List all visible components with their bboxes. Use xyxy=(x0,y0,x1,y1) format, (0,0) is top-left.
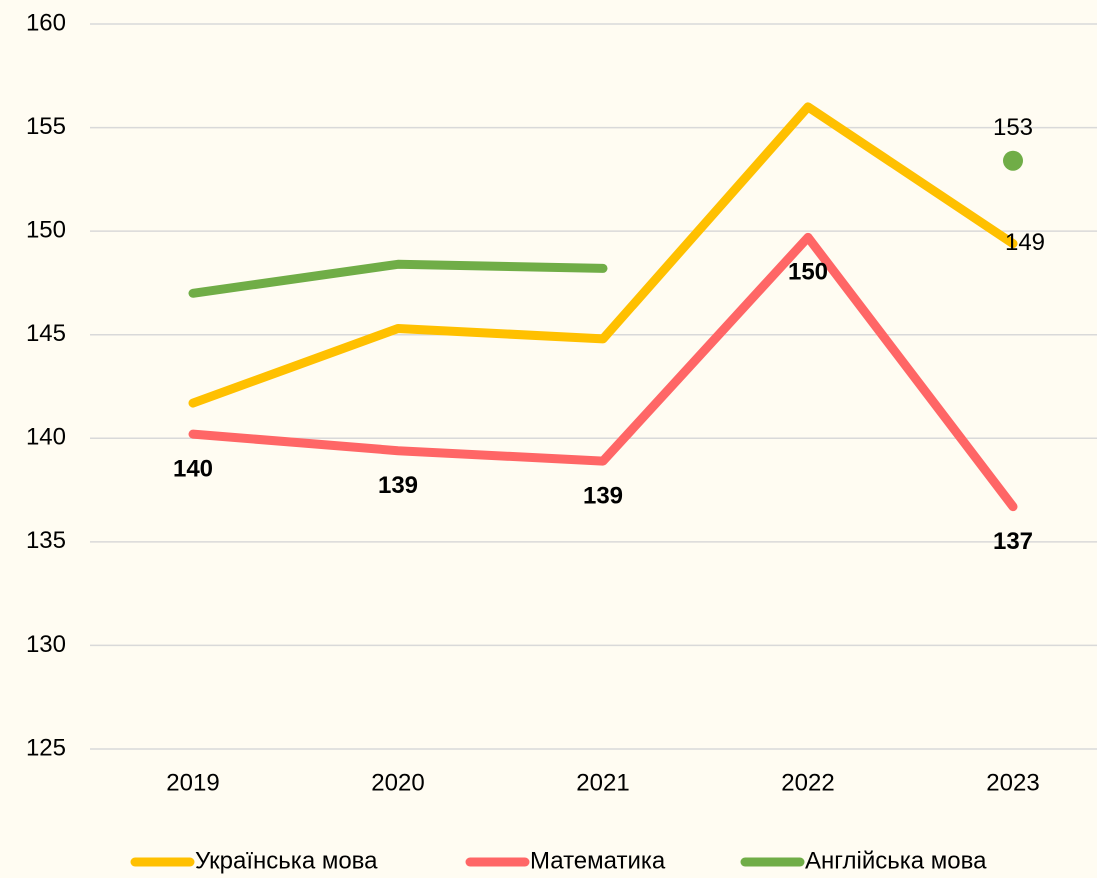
data-label: 153 xyxy=(993,114,1033,141)
y-tick-label: 155 xyxy=(26,113,66,140)
series-line xyxy=(188,232,1018,512)
y-tick-label: 135 xyxy=(26,527,66,554)
legend-label: Математика xyxy=(530,847,666,874)
data-label: 149 xyxy=(1005,229,1045,256)
x-tick-label: 2021 xyxy=(576,769,629,796)
series-line xyxy=(188,259,608,298)
data-label: 139 xyxy=(378,472,418,499)
y-tick-label: 130 xyxy=(26,631,66,658)
data-label: 140 xyxy=(173,455,213,482)
y-tick-label: 145 xyxy=(26,320,66,347)
x-tick-label: 2023 xyxy=(986,769,1039,796)
data-point xyxy=(1003,150,1023,171)
data-label: 139 xyxy=(583,482,623,509)
x-tick-label: 2020 xyxy=(371,769,424,796)
y-tick-label: 160 xyxy=(26,9,66,36)
x-tick-label: 2022 xyxy=(781,769,834,796)
data-label: 150 xyxy=(788,259,828,286)
legend-label: Українська мова xyxy=(195,847,378,874)
x-tick-label: 2019 xyxy=(166,769,219,796)
legend-label: Англійська мова xyxy=(805,847,987,874)
data-label: 137 xyxy=(993,528,1033,555)
y-tick-label: 150 xyxy=(26,216,66,243)
y-tick-label: 140 xyxy=(26,424,66,451)
y-tick-label: 125 xyxy=(26,734,66,761)
series-line xyxy=(188,102,1018,408)
